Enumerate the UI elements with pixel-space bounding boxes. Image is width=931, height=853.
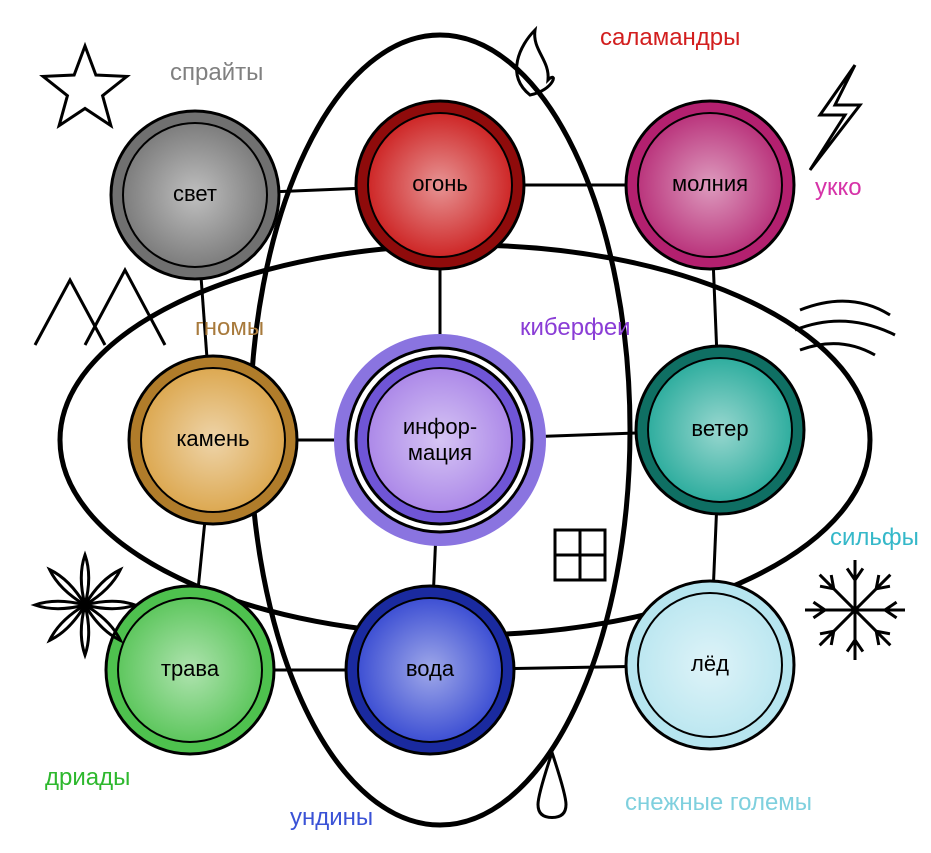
node-grass: трава bbox=[106, 586, 274, 754]
node-fire-label: огонь bbox=[412, 171, 468, 196]
node-info-label2: мация bbox=[408, 440, 472, 465]
grid-icon bbox=[555, 530, 605, 580]
node-light: свет bbox=[111, 111, 279, 279]
label-ukko: укко bbox=[815, 174, 862, 201]
label-sprites: спрайты bbox=[170, 59, 263, 86]
label-salamanders: саламандры bbox=[600, 24, 740, 51]
node-ice-label: лёд bbox=[691, 651, 729, 676]
label-dryads: дриады bbox=[45, 764, 130, 791]
node-grass-label: трава bbox=[161, 656, 220, 681]
node-light-label: свет bbox=[173, 181, 217, 206]
label-icegolems: снежные големы bbox=[625, 789, 812, 816]
node-fire: огонь bbox=[356, 101, 524, 269]
label-cyberfae: киберфеи bbox=[520, 314, 631, 341]
snowflake-icon bbox=[805, 560, 905, 660]
node-info: инфор-мация bbox=[334, 334, 546, 546]
label-sylphs: сильфы bbox=[830, 524, 919, 551]
node-wind: ветер bbox=[636, 346, 804, 514]
node-info-label: инфор- bbox=[403, 414, 477, 439]
lightning-icon bbox=[810, 65, 860, 170]
node-stone-label: камень bbox=[176, 426, 249, 451]
node-water-label: вода bbox=[406, 656, 455, 681]
flower-icon bbox=[35, 555, 135, 655]
node-water: вода bbox=[346, 586, 514, 754]
label-gnomes: гномы bbox=[195, 314, 264, 341]
node-bolt: молния bbox=[626, 101, 794, 269]
mountains-icon bbox=[35, 280, 105, 345]
star-icon bbox=[43, 46, 127, 126]
wind-icon bbox=[795, 301, 895, 355]
node-stone: камень bbox=[129, 356, 297, 524]
label-undines: ундины bbox=[290, 804, 373, 831]
node-wind-label: ветер bbox=[691, 416, 748, 441]
node-ice: лёд bbox=[626, 581, 794, 749]
node-bolt-label: молния bbox=[672, 171, 748, 196]
